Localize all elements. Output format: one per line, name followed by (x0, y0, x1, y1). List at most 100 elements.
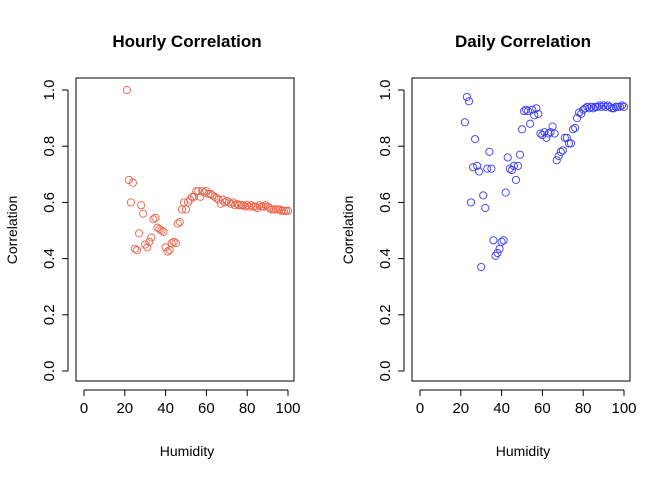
data-point (151, 213, 160, 222)
data-point (255, 201, 264, 210)
data-point (196, 192, 205, 201)
x-tick-label: 60 (198, 400, 215, 417)
daily-plot-box (411, 77, 631, 382)
data-point (581, 104, 590, 113)
y-tick-label: 0.8 (41, 136, 58, 157)
data-point (147, 233, 156, 242)
data-point (122, 85, 131, 95)
x-tick-label: 40 (157, 400, 174, 417)
data-point (279, 206, 288, 215)
x-tick-label: 0 (80, 400, 88, 417)
data-point (251, 202, 260, 211)
daily-y-label: Correlation (340, 196, 356, 264)
data-point (544, 129, 553, 138)
data-point (479, 191, 488, 200)
data-point (477, 262, 486, 272)
data-point (585, 104, 594, 113)
x-tick-label: 60 (534, 400, 551, 417)
y-tick-label: 0.2 (41, 304, 58, 325)
data-point (605, 102, 614, 111)
data-point (509, 161, 518, 170)
data-point (593, 102, 602, 111)
data-point (259, 202, 268, 211)
data-point (475, 167, 484, 176)
data-point (281, 206, 291, 215)
data-point (550, 129, 559, 138)
daily-points (460, 92, 629, 272)
data-point (491, 251, 500, 260)
data-point (566, 139, 576, 148)
y-tick-label: 0.0 (377, 361, 394, 382)
data-point (573, 114, 582, 123)
y-tick-label: 0.4 (41, 248, 58, 269)
data-point (261, 201, 270, 210)
data-point (183, 198, 193, 207)
data-point (249, 202, 258, 211)
data-point (253, 203, 262, 213)
data-point (556, 147, 565, 156)
y-tick-label: 1.0 (41, 80, 58, 101)
data-point (464, 97, 474, 106)
data-point (473, 161, 482, 170)
data-point (194, 187, 203, 196)
data-point (135, 229, 144, 238)
x-tick-label: 80 (239, 400, 256, 417)
data-point (493, 248, 502, 258)
data-point (139, 209, 148, 218)
data-point (554, 151, 563, 161)
data-point (587, 102, 596, 111)
data-point (515, 150, 525, 159)
data-point (145, 237, 154, 246)
data-point (495, 244, 504, 253)
data-point (607, 104, 616, 113)
data-point (595, 101, 604, 110)
data-point (522, 105, 531, 114)
y-tick-label: 0.0 (41, 361, 58, 382)
data-point (130, 244, 140, 253)
data-point (202, 187, 211, 196)
data-point (562, 133, 571, 142)
data-point (173, 219, 182, 228)
y-tick-label: 0.6 (377, 192, 394, 213)
data-point (177, 205, 186, 214)
data-point (460, 118, 469, 127)
data-point (159, 227, 168, 236)
data-point (619, 102, 629, 111)
data-point (471, 135, 480, 144)
data-point (511, 175, 520, 184)
data-point (241, 202, 250, 211)
x-tick-label: 0 (416, 400, 424, 417)
data-point (599, 101, 608, 110)
data-point (611, 102, 620, 111)
data-point (579, 105, 588, 114)
y-tick-label: 0.4 (377, 248, 394, 269)
data-point (283, 206, 293, 215)
data-point (181, 205, 191, 214)
data-point (485, 147, 494, 156)
data-point (497, 237, 506, 246)
data-point (257, 202, 266, 211)
hourly-x-axis: 0 20 40 60 80 100 (80, 389, 301, 417)
data-point (517, 125, 527, 134)
data-point (126, 198, 135, 207)
data-point (501, 188, 510, 197)
data-point (200, 188, 209, 197)
hourly-x-label: Humidity (160, 443, 214, 459)
data-point (141, 240, 150, 249)
data-point (277, 206, 286, 215)
daily-panel: Daily Correlation 0.0 0.2 0.4 0.6 0.8 1.0 0 20… (340, 32, 637, 459)
data-point (161, 243, 170, 252)
x-tick-label: 20 (452, 400, 469, 417)
data-point (137, 201, 146, 210)
data-point (143, 243, 152, 252)
data-point (468, 163, 478, 172)
data-point (577, 109, 586, 118)
data-point (190, 192, 199, 201)
data-point (243, 201, 252, 210)
data-point (208, 191, 217, 200)
y-tick-label: 0.2 (377, 304, 394, 325)
hourly-y-axis: 0.0 0.2 0.4 0.6 0.8 1.0 (41, 80, 69, 382)
data-point (163, 247, 172, 256)
data-point (575, 108, 584, 117)
